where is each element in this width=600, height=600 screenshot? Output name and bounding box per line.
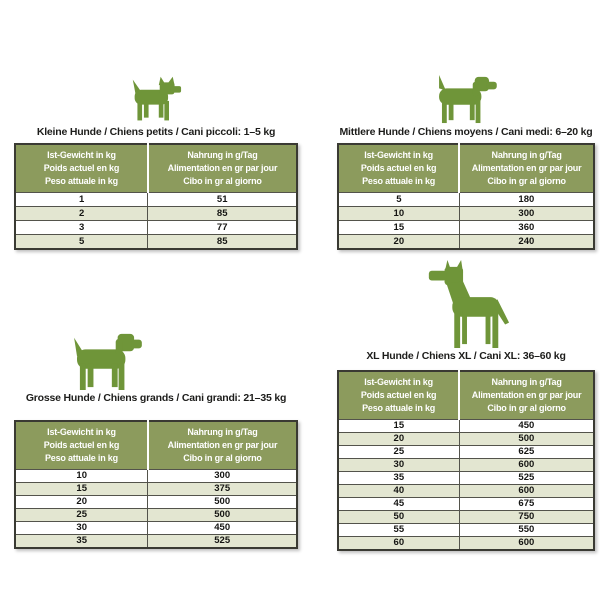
table-row: 20 240 <box>338 234 594 249</box>
table-row: 35 525 <box>15 534 297 548</box>
table-cell: 450 <box>459 419 594 433</box>
table-cell: 500 <box>459 432 594 446</box>
section-medium-dogs: Mittlere Hunde / Chiens moyens / Cani me… <box>337 70 595 250</box>
table-cell: 35 <box>15 534 149 548</box>
table-cell: 40 <box>338 484 460 498</box>
table-cell: 450 <box>147 521 297 535</box>
small-dog-icon <box>14 70 298 124</box>
table-row: 40 600 <box>338 484 594 498</box>
table-row: 2 85 <box>15 206 297 221</box>
feeding-table-large: Ist-Gewicht in kg Poids actuel en kg Pes… <box>14 420 298 549</box>
table-cell: 1 <box>15 192 149 207</box>
table-cell: 625 <box>459 445 594 459</box>
table-cell: 25 <box>15 508 149 522</box>
col-header-food: Nahrung in g/Tag Alimentation en gr par … <box>147 144 297 193</box>
table-cell: 20 <box>338 432 460 446</box>
table-row: 55 550 <box>338 523 594 537</box>
table-row: 1 51 <box>15 192 297 207</box>
table-row: 5 85 <box>15 234 297 249</box>
table-row: 5 180 <box>338 192 594 207</box>
table-cell: 15 <box>338 220 460 235</box>
table-cell: 85 <box>147 234 297 249</box>
table-cell: 45 <box>338 497 460 511</box>
table-cell: 35 <box>338 471 460 485</box>
table-cell: 25 <box>338 445 460 459</box>
table-row: 25 625 <box>338 445 594 459</box>
table-cell: 20 <box>15 495 149 509</box>
table-row: 25 500 <box>15 508 297 522</box>
large-dog-icon <box>14 330 298 390</box>
table-cell: 50 <box>338 510 460 524</box>
table-cell: 15 <box>15 482 149 496</box>
table-row: 10 300 <box>15 469 297 483</box>
table-cell: 500 <box>147 508 297 522</box>
table-row: 3 77 <box>15 220 297 235</box>
table-cell: 240 <box>459 234 594 249</box>
table-cell: 30 <box>15 521 149 535</box>
col-header-weight: Ist-Gewicht in kg Poids actuel en kg Pes… <box>338 144 461 193</box>
table-cell: 85 <box>147 206 297 221</box>
table-cell: 600 <box>459 484 594 498</box>
table-cell: 2 <box>15 206 149 221</box>
table-cell: 10 <box>15 469 149 483</box>
feeding-table-xl: Ist-Gewicht in kg Poids actuel en kg Pes… <box>337 370 595 551</box>
table-row: 15 360 <box>338 220 594 235</box>
table-cell: 300 <box>147 469 297 483</box>
table-cell: 77 <box>147 220 297 235</box>
table-cell: 15 <box>338 419 460 433</box>
section-xl-dogs: XL Hunde / Chiens XL / Cani XL: 36–60 kg… <box>337 258 595 551</box>
table-row: 15 450 <box>338 419 594 433</box>
col-header-weight: Ist-Gewicht in kg Poids actuel en kg Pes… <box>338 371 461 420</box>
table-row: 10 300 <box>338 206 594 221</box>
table-cell: 5 <box>15 234 149 249</box>
table-row: 30 450 <box>15 521 297 535</box>
table-cell: 600 <box>459 536 594 550</box>
table-cell: 51 <box>147 192 297 207</box>
table-cell: 60 <box>338 536 460 550</box>
feeding-table-small: Ist-Gewicht in kg Poids actuel en kg Pes… <box>14 143 298 250</box>
table-cell: 10 <box>338 206 460 221</box>
section-title: Kleine Hunde / Chiens petits / Cani picc… <box>36 126 276 138</box>
table-row: 20 500 <box>338 432 594 446</box>
table-cell: 750 <box>459 510 594 524</box>
table-row: 30 600 <box>338 458 594 472</box>
section-title: Mittlere Hunde / Chiens moyens / Cani me… <box>339 126 593 138</box>
table-cell: 300 <box>459 206 594 221</box>
table-cell: 180 <box>459 192 594 207</box>
table-cell: 525 <box>459 471 594 485</box>
table-cell: 500 <box>147 495 297 509</box>
table-row: 60 600 <box>338 536 594 550</box>
table-cell: 20 <box>338 234 460 249</box>
table-cell: 30 <box>338 458 460 472</box>
col-header-weight: Ist-Gewicht in kg Poids actuel en kg Pes… <box>15 421 149 470</box>
section-title: XL Hunde / Chiens XL / Cani XL: 36–60 kg <box>366 350 566 362</box>
table-cell: 360 <box>459 220 594 235</box>
feeding-table-medium: Ist-Gewicht in kg Poids actuel en kg Pes… <box>337 143 595 250</box>
section-large-dogs: Grosse Hunde / Chiens grands / Cani gran… <box>14 330 298 549</box>
col-header-food: Nahrung in g/Tag Alimentation en gr par … <box>147 421 297 470</box>
table-row: 15 375 <box>15 482 297 496</box>
table-row: 35 525 <box>338 471 594 485</box>
table-cell: 3 <box>15 220 149 235</box>
table-row: 50 750 <box>338 510 594 524</box>
section-title: Grosse Hunde / Chiens grands / Cani gran… <box>25 392 287 404</box>
col-header-food: Nahrung in g/Tag Alimentation en gr par … <box>459 371 594 420</box>
medium-dog-icon <box>337 70 595 124</box>
table-row: 20 500 <box>15 495 297 509</box>
col-header-weight: Ist-Gewicht in kg Poids actuel en kg Pes… <box>15 144 149 193</box>
xl-dog-icon <box>337 258 595 348</box>
table-cell: 600 <box>459 458 594 472</box>
table-cell: 675 <box>459 497 594 511</box>
table-cell: 375 <box>147 482 297 496</box>
table-cell: 525 <box>147 534 297 548</box>
col-header-food: Nahrung in g/Tag Alimentation en gr par … <box>459 144 594 193</box>
section-small-dogs: Kleine Hunde / Chiens petits / Cani picc… <box>14 70 298 250</box>
table-cell: 5 <box>338 192 460 207</box>
table-row: 45 675 <box>338 497 594 511</box>
table-cell: 55 <box>338 523 460 537</box>
table-cell: 550 <box>459 523 594 537</box>
